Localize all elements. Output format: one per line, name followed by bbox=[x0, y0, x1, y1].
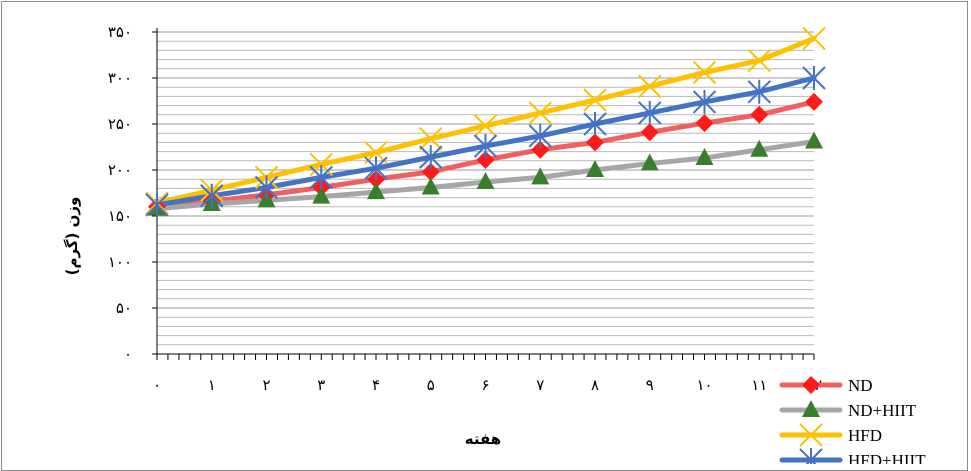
data-point-hfd-hiit bbox=[200, 183, 224, 208]
data-point-hfd bbox=[309, 152, 333, 177]
y-tick-label: ۱۰۰ bbox=[108, 253, 132, 271]
data-point-hfd-hiit bbox=[309, 165, 333, 190]
legend-label: ND bbox=[848, 376, 873, 395]
data-point-hfd-hiit bbox=[638, 100, 662, 125]
data-point-hfd-hiit bbox=[747, 79, 771, 104]
data-point-nd bbox=[476, 150, 495, 169]
x-tick-label: ۰ bbox=[153, 376, 161, 394]
data-point-nd-hiit bbox=[695, 148, 714, 166]
data-point-nd-hiit bbox=[367, 182, 385, 200]
x-tick-label: ۹ bbox=[646, 376, 654, 394]
y-tick-label: ۲۰۰ bbox=[108, 161, 132, 179]
y-tick-label: ۳۵۰ bbox=[108, 23, 132, 41]
legend: ND ND+HIIT HFD HFD+HIIT bbox=[779, 376, 926, 464]
data-point-nd-hiit bbox=[531, 167, 550, 185]
y-tick-label: ۰ bbox=[124, 345, 132, 363]
data-point-hfd bbox=[638, 74, 662, 98]
data-point-nd-hiit bbox=[805, 131, 823, 149]
legend-item: ND bbox=[779, 376, 873, 395]
x-tick-label: ۸ bbox=[591, 376, 599, 394]
legend-label: HFD+HIIT bbox=[848, 451, 926, 464]
legend-swatch-marker bbox=[802, 400, 820, 417]
series-markers bbox=[145, 26, 826, 217]
data-point-nd bbox=[750, 105, 769, 124]
x-tick-label: ۳ bbox=[317, 376, 325, 394]
legend-item: HFD+HIIT bbox=[779, 448, 926, 464]
legend-label: ND+HIIT bbox=[848, 401, 917, 420]
x-axis-title: هفته bbox=[465, 430, 501, 448]
data-point-hfd-hiit bbox=[473, 134, 498, 159]
y-tick-label: ۲۵۰ bbox=[108, 115, 132, 133]
legend-item: ND+HIIT bbox=[779, 400, 917, 420]
x-tick-label: ۶ bbox=[481, 376, 489, 394]
data-point-nd-hiit bbox=[312, 186, 331, 204]
data-point-nd bbox=[586, 133, 604, 152]
x-tick-labels: ۰۱۲۳۴۵۶۷۸۹۱۰۱۱۱۲ bbox=[153, 376, 822, 394]
legend-swatch-marker bbox=[799, 448, 823, 464]
data-point-nd-hiit bbox=[586, 160, 604, 177]
y-axis-title: وزن (گرم) bbox=[63, 197, 81, 276]
data-point-hfd bbox=[528, 101, 552, 125]
data-point-hfd bbox=[419, 127, 443, 151]
data-point-nd-hiit bbox=[476, 171, 495, 189]
data-point-hfd-hiit bbox=[145, 192, 169, 217]
data-point-hfd bbox=[802, 26, 826, 51]
data-point-hfd bbox=[583, 88, 607, 112]
y-tick-label: ۱۵۰ bbox=[108, 207, 132, 225]
data-point-hfd bbox=[747, 48, 771, 73]
data-point-nd-hiit bbox=[750, 139, 769, 157]
x-tick-label: ۱۰ bbox=[696, 376, 712, 394]
data-point-nd bbox=[695, 114, 714, 133]
data-point-hfd-hiit bbox=[364, 156, 388, 181]
data-point-nd bbox=[805, 92, 823, 111]
data-point-nd-hiit bbox=[640, 153, 659, 171]
data-point-hfd-hiit bbox=[692, 89, 717, 114]
data-point-nd bbox=[531, 140, 550, 159]
legend-item: HFD bbox=[779, 423, 882, 447]
data-point-nd-hiit bbox=[421, 177, 440, 195]
y-tick-label: ۳۰۰ bbox=[108, 69, 132, 87]
legend-swatch-marker bbox=[802, 376, 820, 394]
legend-swatch-marker bbox=[799, 423, 823, 447]
x-tick-label: ۲ bbox=[262, 376, 270, 394]
y-tick-label: ۵۰ bbox=[116, 299, 132, 317]
data-point-hfd bbox=[692, 60, 717, 85]
data-point-hfd-hiit bbox=[254, 175, 279, 200]
x-tick-label: ۱ bbox=[208, 376, 216, 394]
y-tick-labels: ۰ ۵۰ ۱۰۰ ۱۵۰ ۲۰۰ ۲۵۰ ۳۰۰ ۳۵۰ bbox=[108, 23, 132, 363]
data-point-hfd-hiit bbox=[802, 66, 826, 90]
data-point-nd bbox=[640, 123, 659, 142]
data-point-hfd-hiit bbox=[528, 123, 552, 148]
axes bbox=[152, 28, 815, 360]
data-point-hfd-hiit bbox=[419, 145, 443, 170]
x-tick-label: ۱۱ bbox=[751, 376, 767, 394]
legend-label: HFD bbox=[848, 426, 882, 445]
x-tick-label: ۷ bbox=[536, 376, 544, 394]
x-tick-label: ۵ bbox=[427, 376, 435, 394]
x-tick-label: ۴ bbox=[372, 376, 380, 394]
data-point-hfd-hiit bbox=[583, 112, 607, 136]
data-point-nd bbox=[421, 162, 440, 181]
data-point-hfd bbox=[473, 114, 498, 138]
